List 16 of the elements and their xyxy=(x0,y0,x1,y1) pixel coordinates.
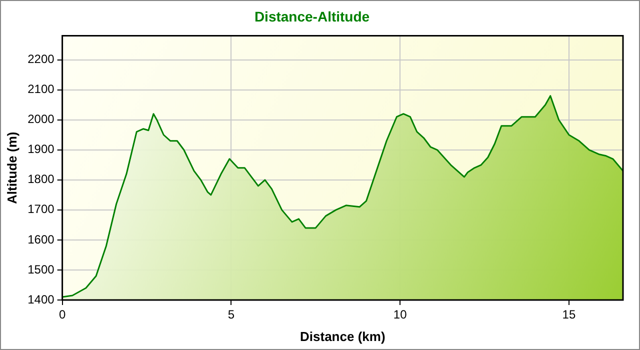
x-tick-label: 15 xyxy=(562,308,576,322)
x-tick-label: 10 xyxy=(393,308,408,322)
y-tick-label: 1800 xyxy=(28,172,55,186)
y-tick-label: 1500 xyxy=(28,262,55,276)
y-tick-label: 2200 xyxy=(28,52,55,66)
y-tick-label: 1900 xyxy=(28,142,55,156)
y-tick-label: 2100 xyxy=(28,82,55,96)
y-tick-label: 1700 xyxy=(28,202,55,216)
x-tick-label: 0 xyxy=(58,308,66,322)
y-tick-label: 2000 xyxy=(28,112,55,126)
y-tick-label: 1400 xyxy=(28,292,55,306)
y-tick-label: 1600 xyxy=(28,232,55,246)
chart-title: Distance-Altitude xyxy=(254,8,370,24)
x-axis-title: Distance (km) xyxy=(300,328,386,344)
x-tick-label: 5 xyxy=(228,308,235,322)
y-axis-title: Altitude (m) xyxy=(4,132,20,204)
